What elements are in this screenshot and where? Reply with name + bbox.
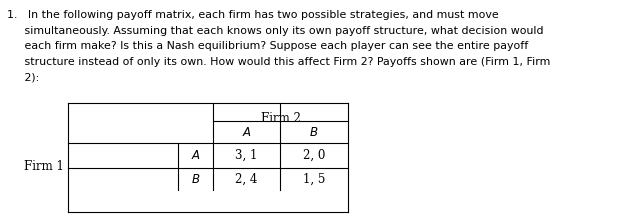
Text: simultaneously. Assuming that each knows only its own payoff structure, what dec: simultaneously. Assuming that each knows… xyxy=(7,26,543,35)
Text: $B$: $B$ xyxy=(309,125,319,139)
Text: Firm 2: Firm 2 xyxy=(260,112,300,125)
Text: $B$: $B$ xyxy=(191,172,200,185)
Text: each firm make? Is this a Nash equilibrium? Suppose each player can see the enti: each firm make? Is this a Nash equilibri… xyxy=(7,41,529,51)
Text: Firm 1: Firm 1 xyxy=(24,160,64,173)
Text: 2, 4: 2, 4 xyxy=(235,172,258,185)
Text: 1, 5: 1, 5 xyxy=(303,172,325,185)
Text: 3, 1: 3, 1 xyxy=(235,149,258,162)
Text: $A$: $A$ xyxy=(190,149,201,162)
Text: $A$: $A$ xyxy=(242,125,251,139)
Text: 2, 0: 2, 0 xyxy=(303,149,325,162)
Text: 1.   In the following payoff matrix, each firm has two possible strategies, and : 1. In the following payoff matrix, each … xyxy=(7,10,499,20)
Text: 2):: 2): xyxy=(7,72,39,82)
Text: structure instead of only its own. How would this affect Firm 2? Payoffs shown a: structure instead of only its own. How w… xyxy=(7,57,550,66)
